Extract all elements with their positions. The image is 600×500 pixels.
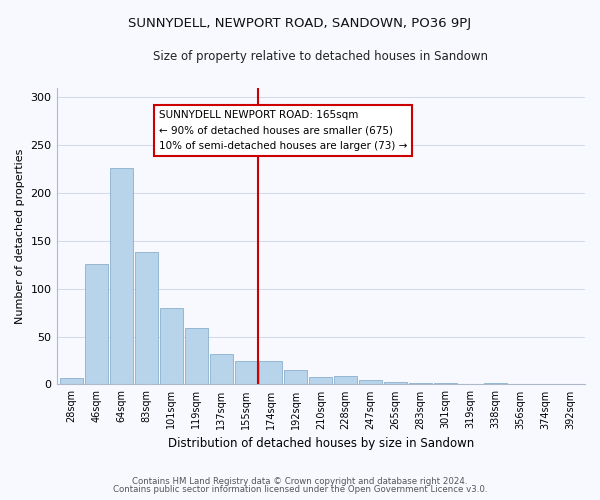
Bar — [85, 264, 108, 384]
Text: Contains public sector information licensed under the Open Government Licence v3: Contains public sector information licen… — [113, 485, 487, 494]
Bar — [334, 376, 357, 384]
Bar — [235, 360, 257, 384]
Bar — [209, 354, 233, 384]
Text: Contains HM Land Registry data © Crown copyright and database right 2024.: Contains HM Land Registry data © Crown c… — [132, 477, 468, 486]
Title: Size of property relative to detached houses in Sandown: Size of property relative to detached ho… — [153, 50, 488, 63]
Bar — [384, 382, 407, 384]
Bar — [185, 328, 208, 384]
Bar — [160, 308, 182, 384]
Text: SUNNYDELL, NEWPORT ROAD, SANDOWN, PO36 9PJ: SUNNYDELL, NEWPORT ROAD, SANDOWN, PO36 9… — [128, 18, 472, 30]
Bar — [310, 377, 332, 384]
Bar — [135, 252, 158, 384]
Bar — [60, 378, 83, 384]
X-axis label: Distribution of detached houses by size in Sandown: Distribution of detached houses by size … — [167, 437, 474, 450]
Bar — [259, 360, 283, 384]
Bar — [359, 380, 382, 384]
Y-axis label: Number of detached properties: Number of detached properties — [15, 148, 25, 324]
Text: SUNNYDELL NEWPORT ROAD: 165sqm
← 90% of detached houses are smaller (675)
10% of: SUNNYDELL NEWPORT ROAD: 165sqm ← 90% of … — [159, 110, 407, 151]
Bar — [409, 382, 432, 384]
Bar — [284, 370, 307, 384]
Bar — [110, 168, 133, 384]
